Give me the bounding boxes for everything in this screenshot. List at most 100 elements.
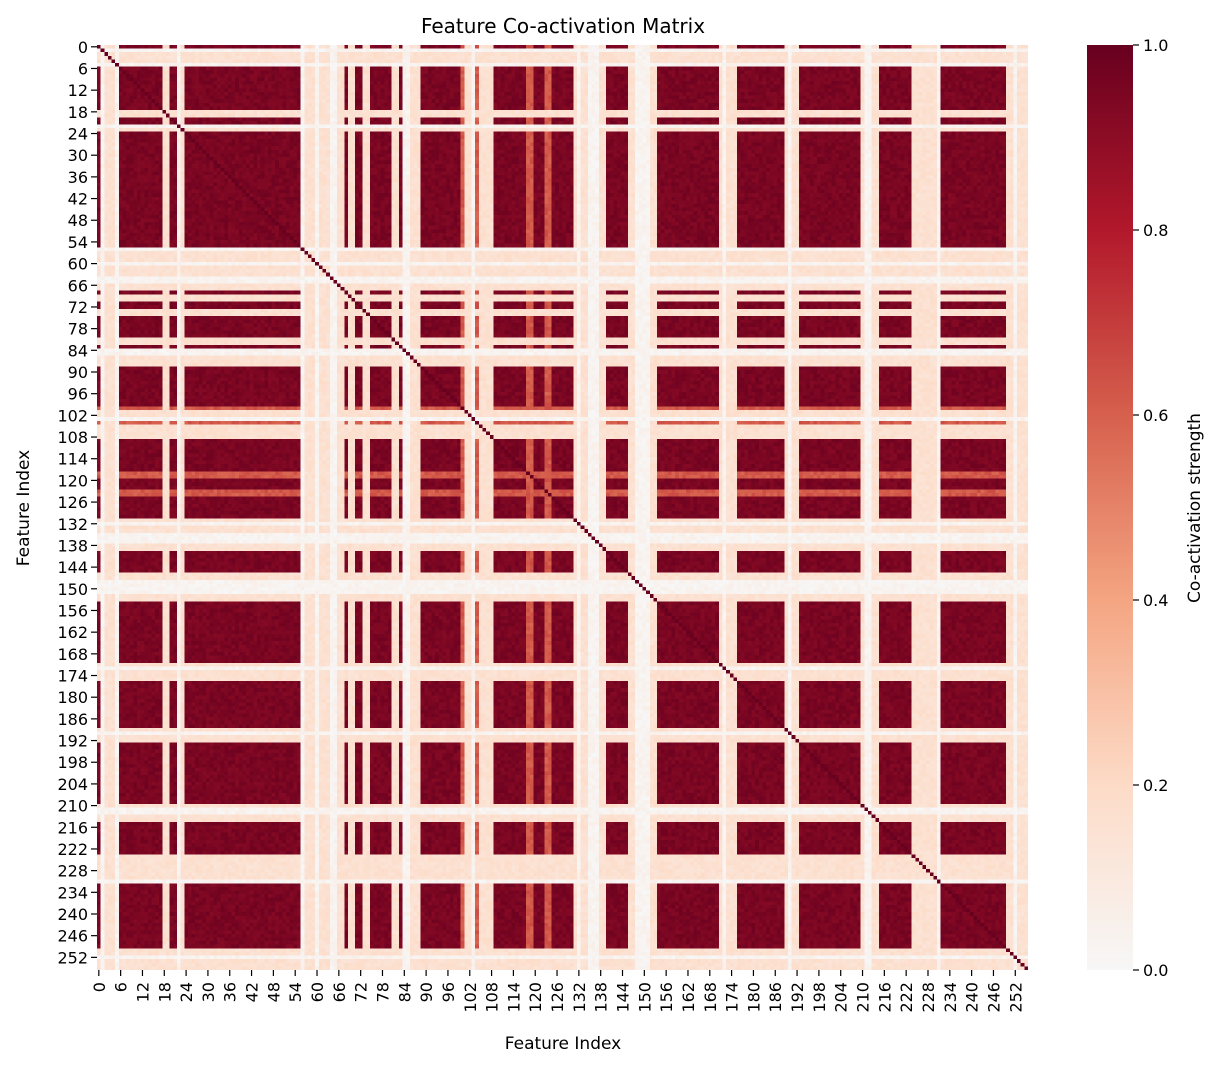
x-tick-label: 6 xyxy=(112,982,131,992)
y-tick-label: 78 xyxy=(68,320,88,339)
x-tick-label: 210 xyxy=(854,982,873,1013)
x-tick-label: 138 xyxy=(592,982,611,1013)
x-tick-label: 222 xyxy=(897,982,916,1013)
x-axis: 0 6 12 18 24 30 36 42 48 54 60 66 72 78 84 90 96 102 108 11… xyxy=(90,970,1025,1013)
x-tick-label: 198 xyxy=(810,982,829,1013)
x-tick-label: 60 xyxy=(308,982,327,1002)
y-tick-label: 120 xyxy=(57,471,88,490)
x-tick-label: 72 xyxy=(352,982,371,1002)
y-tick-label: 24 xyxy=(68,125,88,144)
x-tick-label: 12 xyxy=(133,982,152,1002)
colorbar-axis: 0.0 0.2 0.4 0.6 0.8 1.0 xyxy=(1133,36,1168,980)
y-tick-label: 30 xyxy=(68,146,88,165)
y-tick-label: 90 xyxy=(68,363,88,382)
x-tick-label: 204 xyxy=(832,982,851,1013)
y-tick-label: 36 xyxy=(68,168,88,187)
x-tick-label: 150 xyxy=(635,982,654,1013)
x-tick-label: 156 xyxy=(657,982,676,1013)
x-tick-label: 42 xyxy=(243,982,262,1002)
x-axis-label: Feature Index xyxy=(505,1034,621,1054)
y-tick-label: 42 xyxy=(68,190,88,209)
colorbar: 0.0 0.2 0.4 0.6 0.8 1.0 Co-activation strengt… xyxy=(1087,36,1205,980)
x-tick-label: 96 xyxy=(439,982,458,1002)
x-tick-label: 144 xyxy=(614,982,633,1013)
y-tick-label: 66 xyxy=(68,276,88,295)
y-tick-label: 198 xyxy=(57,753,88,772)
y-tick-label: 156 xyxy=(57,601,88,620)
x-tick-label: 78 xyxy=(373,982,392,1002)
x-tick-label: 108 xyxy=(483,982,502,1013)
x-tick-label: 24 xyxy=(177,982,196,1002)
x-tick-label: 162 xyxy=(679,982,698,1013)
x-tick-label: 168 xyxy=(701,982,720,1013)
x-tick-label: 252 xyxy=(1006,982,1025,1013)
y-tick-label: 174 xyxy=(57,667,88,686)
y-tick-label: 162 xyxy=(57,623,88,642)
x-tick-label: 48 xyxy=(264,982,283,1002)
colorbar-tick-label: 0.0 xyxy=(1143,961,1168,980)
y-tick-label: 210 xyxy=(57,797,88,816)
y-tick-label: 234 xyxy=(57,883,88,902)
x-tick-label: 120 xyxy=(526,982,545,1013)
y-tick-label: 150 xyxy=(57,580,88,599)
y-tick-label: 168 xyxy=(57,645,88,664)
x-tick-label: 0 xyxy=(90,982,109,992)
x-tick-label: 126 xyxy=(548,982,567,1013)
y-tick-label: 192 xyxy=(57,732,88,751)
y-tick-label: 102 xyxy=(57,406,88,425)
x-tick-label: 246 xyxy=(984,982,1003,1013)
y-tick-label: 6 xyxy=(78,59,88,78)
x-tick-label: 18 xyxy=(155,982,174,1002)
y-tick-label: 180 xyxy=(57,688,88,707)
colorbar-tick-label: 0.4 xyxy=(1143,591,1168,610)
x-tick-label: 192 xyxy=(788,982,807,1013)
y-axis-label: Feature Index xyxy=(14,450,34,566)
y-tick-label: 12 xyxy=(68,81,88,100)
y-tick-label: 96 xyxy=(68,385,88,404)
y-tick-label: 108 xyxy=(57,428,88,447)
x-tick-label: 228 xyxy=(919,982,938,1013)
y-tick-label: 48 xyxy=(68,211,88,230)
x-tick-label: 84 xyxy=(395,982,414,1002)
x-tick-label: 132 xyxy=(570,982,589,1013)
y-tick-label: 54 xyxy=(68,233,88,252)
y-tick-label: 252 xyxy=(57,948,88,967)
heatmap-cells xyxy=(97,45,1028,970)
x-tick-label: 180 xyxy=(744,982,763,1013)
y-tick-label: 84 xyxy=(68,341,88,360)
y-tick-label: 72 xyxy=(68,298,88,317)
x-tick-label: 54 xyxy=(286,982,305,1002)
x-tick-label: 102 xyxy=(461,982,480,1013)
colorbar-tick-label: 0.6 xyxy=(1143,406,1168,425)
x-tick-label: 30 xyxy=(199,982,218,1002)
x-tick-label: 36 xyxy=(221,982,240,1002)
x-tick-label: 216 xyxy=(875,982,894,1013)
y-tick-label: 246 xyxy=(57,927,88,946)
colorbar-tick-label: 0.8 xyxy=(1143,221,1168,240)
x-tick-label: 66 xyxy=(330,982,349,1002)
colorbar-label: Co-activation strength xyxy=(1185,413,1205,603)
y-tick-label: 138 xyxy=(57,536,88,555)
colorbar-tick-label: 1.0 xyxy=(1143,36,1168,55)
y-tick-label: 132 xyxy=(57,515,88,534)
y-tick-label: 18 xyxy=(68,103,88,122)
y-tick-label: 144 xyxy=(57,558,88,577)
y-tick-label: 114 xyxy=(57,450,88,469)
x-tick-label: 114 xyxy=(504,982,523,1013)
x-tick-label: 174 xyxy=(723,982,742,1013)
chart-title: Feature Co-activation Matrix xyxy=(421,14,705,38)
y-tick-label: 126 xyxy=(57,493,88,512)
y-tick-label: 0 xyxy=(78,38,88,57)
y-tick-label: 222 xyxy=(57,840,88,859)
y-tick-label: 228 xyxy=(57,862,88,881)
y-tick-label: 186 xyxy=(57,710,88,729)
y-axis: 0 6 12 18 24 30 36 42 48 54 60 66 72 78 84 90 96 102 108 11… xyxy=(57,38,97,967)
x-tick-label: 240 xyxy=(963,982,982,1013)
y-tick-label: 216 xyxy=(57,818,88,837)
y-tick-label: 204 xyxy=(57,775,88,794)
x-tick-label: 90 xyxy=(417,982,436,1002)
x-tick-label: 234 xyxy=(941,982,960,1013)
y-tick-label: 240 xyxy=(57,905,88,924)
y-tick-label: 60 xyxy=(68,255,88,274)
